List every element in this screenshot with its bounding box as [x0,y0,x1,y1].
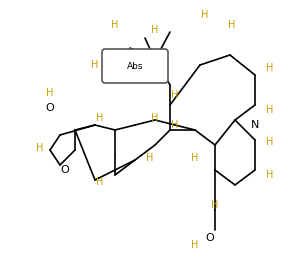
Text: O: O [61,165,69,175]
Text: H: H [96,113,104,123]
Text: H: H [46,88,54,98]
FancyBboxPatch shape [102,49,168,83]
Text: H: H [91,60,99,70]
Text: H: H [266,105,274,115]
Text: H: H [266,63,274,73]
Text: H: H [211,200,219,210]
Text: H: H [146,153,154,163]
Text: H: H [191,153,199,163]
Text: O: O [206,233,214,243]
Text: H: H [96,177,104,187]
Text: H: H [266,170,274,180]
Text: Abs: Abs [127,61,143,70]
Text: N: N [251,120,259,130]
Text: H: H [151,25,159,35]
Text: O: O [46,103,55,113]
Text: H: H [201,10,209,20]
Text: H: H [36,143,44,153]
Text: H: H [228,20,236,30]
Text: H: H [191,240,199,250]
Text: H: H [266,137,274,147]
Text: H: H [111,20,119,30]
Text: H: H [151,113,159,123]
Text: H: H [171,120,179,130]
Text: H: H [171,90,179,100]
